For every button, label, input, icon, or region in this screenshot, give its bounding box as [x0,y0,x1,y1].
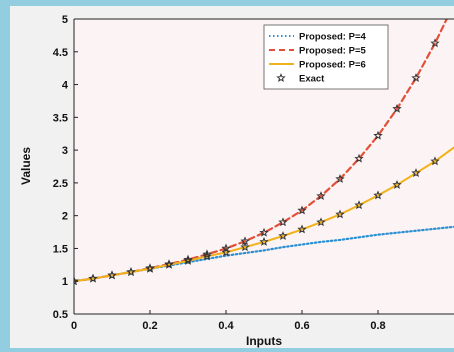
exact-star-marker [373,130,383,140]
exact-star-marker [183,254,193,264]
x-tick-label: 0.4 [218,320,234,332]
exact-star-marker [259,227,269,237]
exact-star-marker [183,255,193,265]
exact-star-marker [392,103,402,113]
exact-star-marker [107,270,117,280]
exact-star-marker [145,263,155,273]
exact-star-marker [316,217,326,227]
exact-star-marker [297,205,307,215]
x-tick-label: 0.8 [370,320,385,332]
figure: 0.5 1 1.5 2 2.5 3 3.5 4 4.5 5 0 0.2 0.4 0.6 0.8 Inputs… [10,6,454,348]
exact-star-marker [373,190,383,200]
exact-star-marker [316,191,326,200]
y-axis-label: Values [19,147,33,185]
exact-star-marker [202,249,212,259]
exact-star-marker [411,168,421,178]
y-tick-label: 2.5 [53,178,68,190]
exact-star-marker [335,174,345,183]
x-tick-label: 0.2 [142,320,157,332]
exact-star-marker [354,153,364,163]
x-axis-label: Inputs [246,334,282,348]
legend-star-icon [276,73,286,82]
y-tick-label: 1.5 [53,243,68,255]
legend: Proposed: P=4 Proposed: P=5 Proposed: P=6 E… [263,24,389,90]
exact-star-marker [145,263,155,273]
exact-star-marker [74,276,79,286]
y-tick-label: 4 [62,80,69,92]
exact-star-marker [164,259,174,269]
exact-star-marker [202,251,212,261]
line-chart: 0.5 1 1.5 2 2.5 3 3.5 4 4.5 5 0 0.2 0.4 0.6 0.8 Inputs… [19,14,454,348]
legend-entry-label: Proposed: P=4 [299,32,366,43]
y-tick-label: 2 [62,211,68,223]
exact-star-marker [221,247,231,257]
legend-box [263,24,389,90]
series-line-p6 [74,146,454,283]
exact-star-marker [392,179,402,189]
x-tick-label: 0 [71,320,77,332]
y-tick-label: 4.5 [53,47,68,59]
exact-star-marker [164,259,174,269]
y-tick-label: 5 [62,14,68,26]
exact-star-marker [88,273,98,283]
legend-entry-label: Exact [299,74,325,85]
exact-star-marker [240,242,250,252]
exact-star-marker [430,38,440,48]
exact-star-marker [354,200,364,210]
exact-star-marker [126,267,136,277]
legend-entry-label: Proposed: P=6 [299,60,366,71]
exact-star-marker [259,236,269,246]
y-tick-label: 3.5 [53,112,68,124]
legend-entry-label: Proposed: P=5 [299,46,366,57]
exact-star-marker [430,156,440,166]
exact-star-marker [335,209,345,219]
y-tick-label: 3 [62,145,68,157]
y-tick-label: 0.5 [53,309,68,321]
x-tick-label: 0.6 [294,320,309,332]
y-tick-label: 1 [62,276,68,288]
exact-star-marker [278,217,288,227]
exact-star-marker [278,231,288,240]
exact-star-marker [411,73,421,82]
exact-star-marker [297,224,307,234]
